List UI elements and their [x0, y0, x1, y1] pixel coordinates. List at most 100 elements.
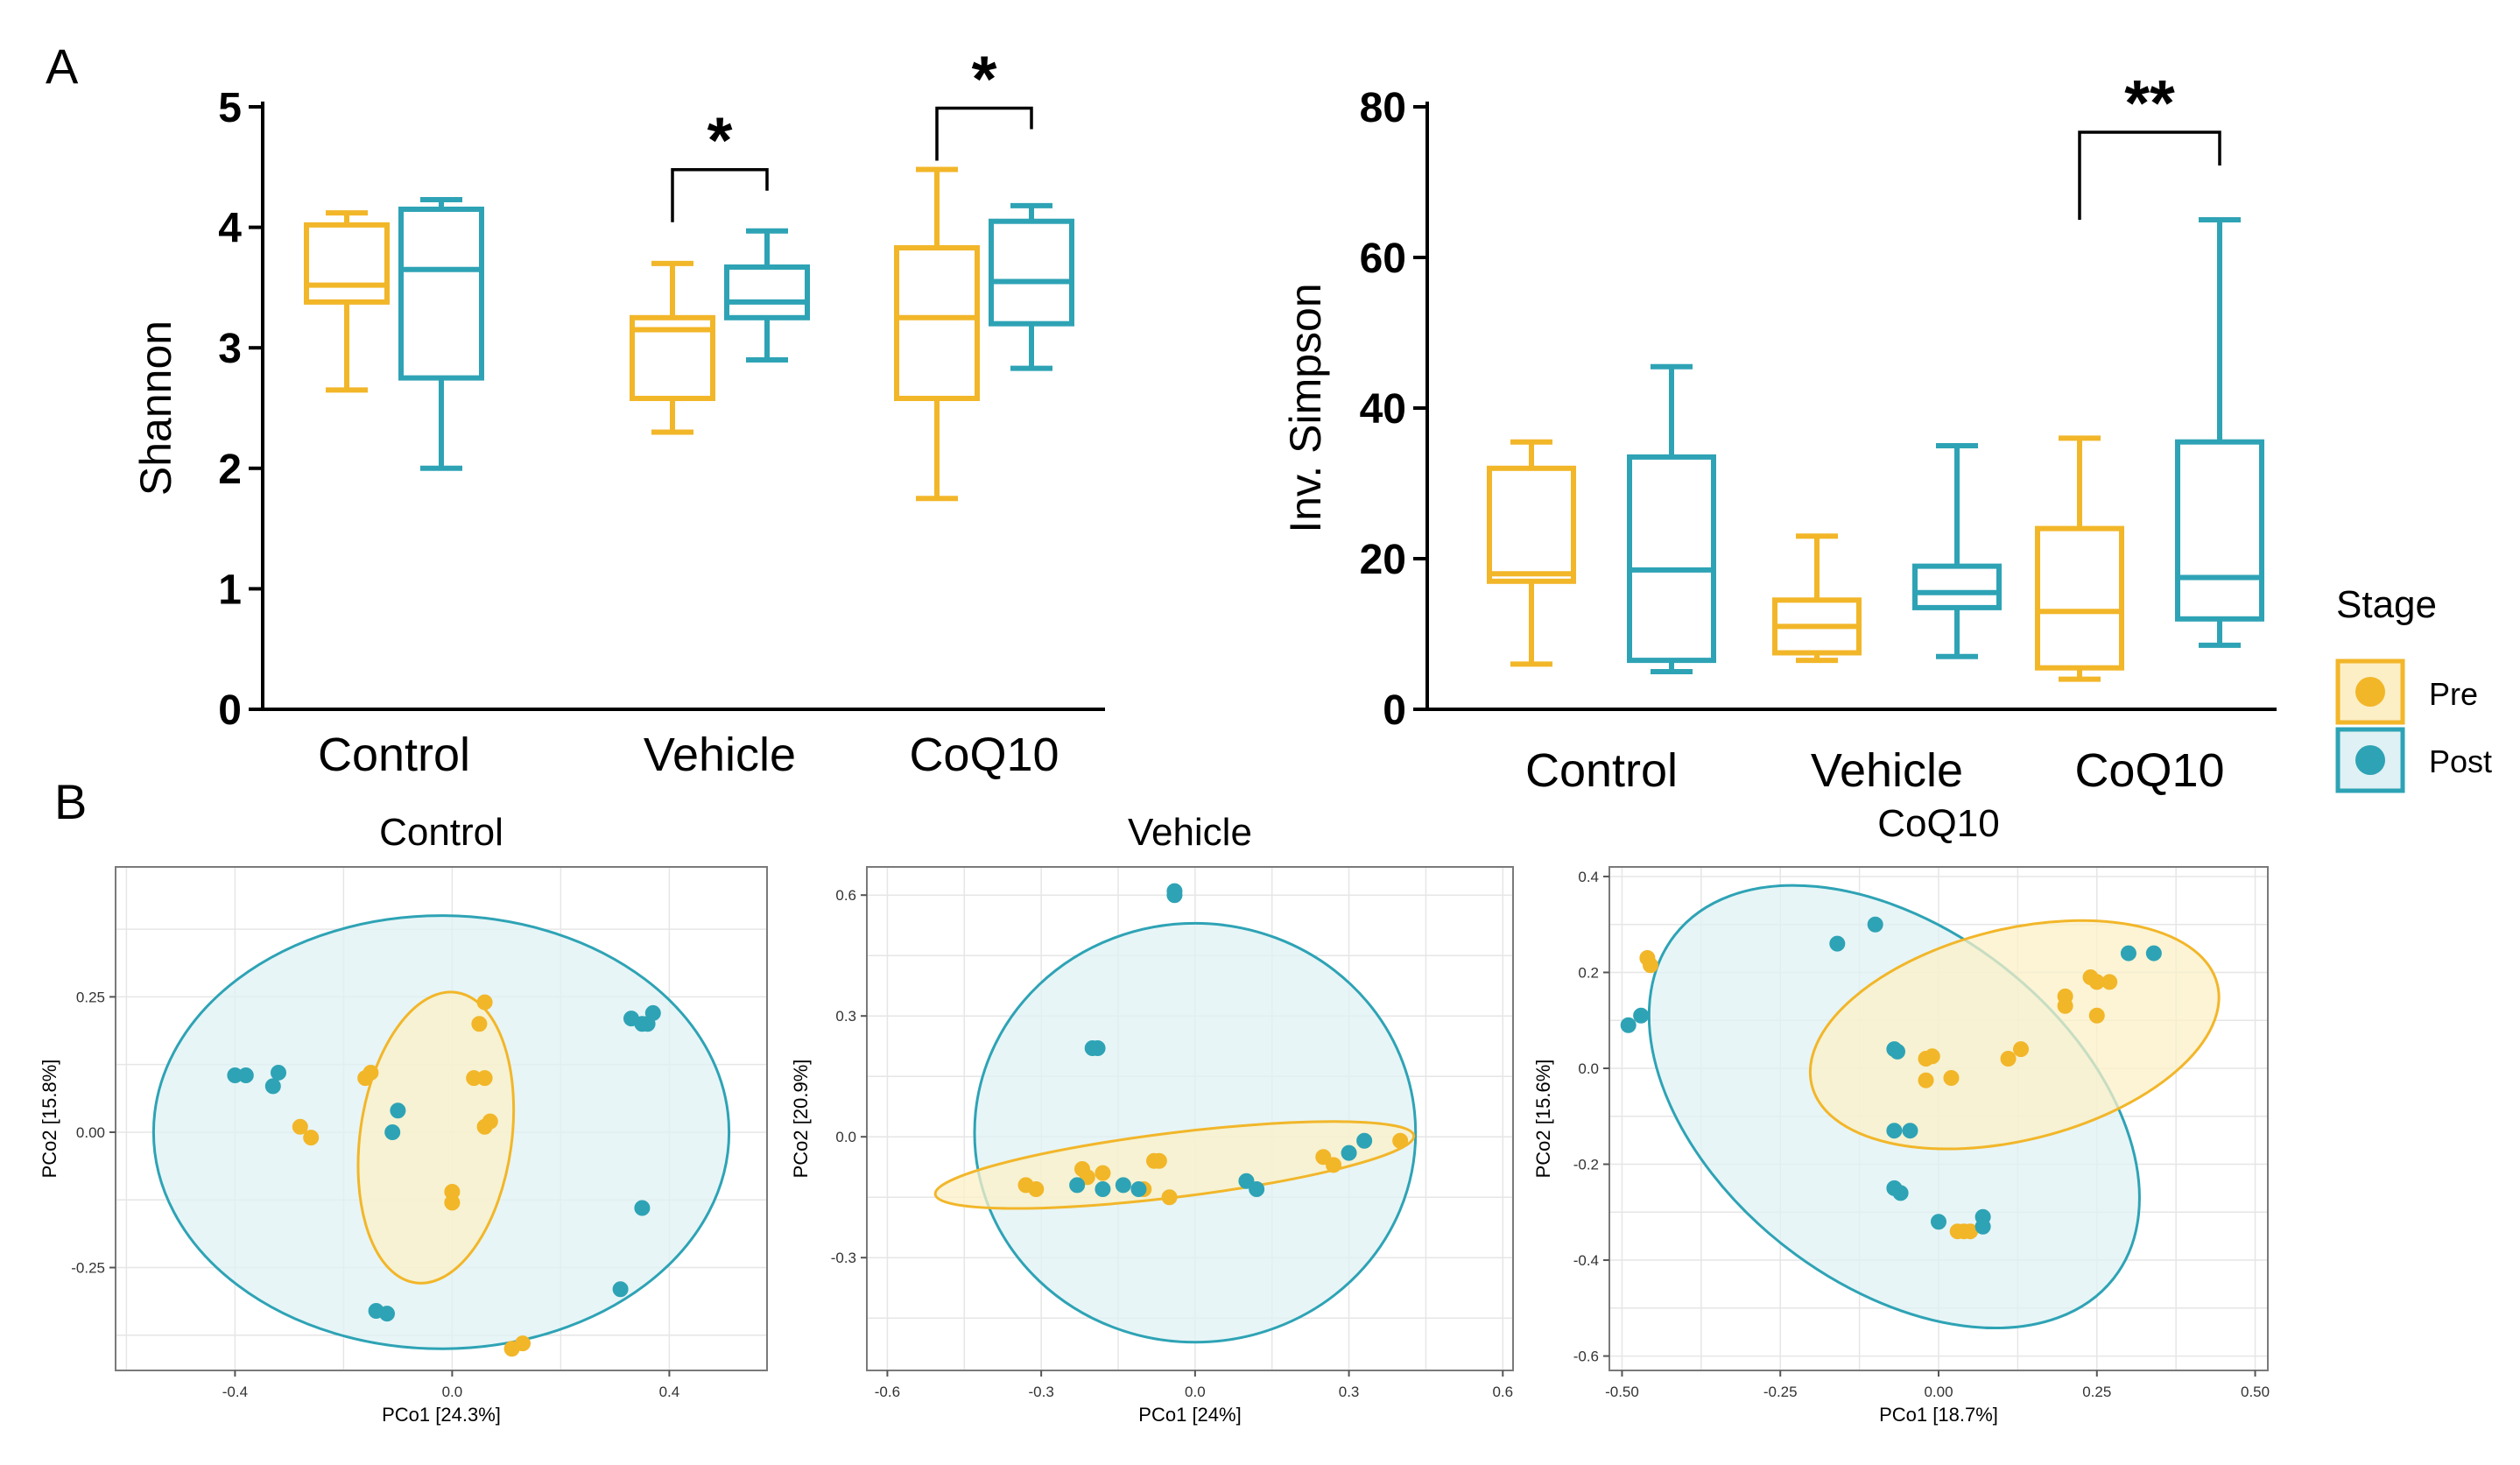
box-pre-control — [1487, 439, 1576, 667]
point-post — [1095, 1181, 1111, 1197]
point-post — [1886, 1123, 1903, 1139]
point-post — [1130, 1181, 1147, 1197]
point-post — [634, 1200, 651, 1216]
point-pre — [1028, 1181, 1045, 1197]
significance-label: ** — [2124, 67, 2175, 139]
invsimpson-boxplot: 0 20 40 60 80 Inv. Simpson Control Vehicle CoQ10… — [1281, 67, 2277, 797]
point-post — [1620, 1017, 1637, 1033]
box-post-control — [1627, 363, 1716, 674]
point-post — [612, 1281, 629, 1298]
shannon-boxplot: 0 1 2 3 4 5 Shannon Control Vehicle CoQ10 * * — [131, 43, 1105, 781]
y-tick-label: 0.25 — [76, 989, 105, 1005]
plot-content — [1620, 884, 2221, 1330]
point-pre — [303, 1130, 320, 1146]
y-tick-label: -0.4 — [1573, 1252, 1599, 1269]
y-tick-label: 40 — [1360, 386, 1406, 433]
box-post-coq10 — [989, 202, 1074, 371]
x-tick-label: -0.6 — [875, 1384, 900, 1400]
y-tick-label: 0.0 — [835, 1129, 856, 1145]
point-pre — [2088, 1007, 2105, 1024]
point-pre — [1392, 1132, 1409, 1149]
box-post-vehicle — [724, 228, 810, 363]
y-axis-title: PCo2 [15.8%] — [39, 1060, 60, 1179]
x-tick-label: 0.25 — [2082, 1384, 2111, 1400]
x-tick-label: 0.3 — [1339, 1384, 1360, 1400]
y-tick-label: 5 — [218, 85, 242, 131]
point-post — [384, 1123, 401, 1140]
legend-dot-post — [2355, 745, 2385, 775]
x-category-label: Vehicle — [644, 729, 796, 781]
panel-label-a: A — [46, 39, 79, 94]
y-tick-label: 0.0 — [1578, 1060, 1599, 1077]
point-post — [1867, 916, 1883, 933]
x-axis-title: PCo1 [18.7%] — [1879, 1404, 1998, 1426]
legend-dot-pre — [2355, 677, 2385, 707]
y-tick-label: -0.2 — [1573, 1157, 1599, 1173]
point-pre — [1943, 1069, 1960, 1086]
x-tick-label: 0.4 — [659, 1384, 680, 1400]
point-post — [2145, 945, 2162, 961]
x-tick-label: 0.6 — [1492, 1384, 1513, 1400]
point-post — [271, 1064, 286, 1081]
x-tick-label: -0.50 — [1605, 1384, 1639, 1400]
plot-title: Vehicle — [1128, 811, 1252, 854]
box-post-coq10 — [2175, 217, 2264, 648]
x-category-label: Control — [1525, 744, 1678, 797]
point-pre — [471, 1016, 488, 1032]
box-iqr — [398, 206, 484, 381]
point-post — [390, 1102, 406, 1119]
box-pre-coq10 — [2035, 435, 2124, 682]
point-post — [1902, 1123, 1918, 1139]
point-pre — [2057, 988, 2073, 1004]
box-post-control — [398, 196, 484, 471]
point-pre — [357, 1070, 374, 1087]
plot-title: CoQ10 — [1877, 802, 1999, 845]
point-post — [1890, 1043, 1905, 1060]
box-iqr — [1627, 454, 1716, 664]
x-tick-label: 0.50 — [2241, 1384, 2270, 1400]
point-pre — [476, 994, 493, 1011]
significance-label: * — [972, 43, 997, 116]
plot-title: Control — [379, 811, 503, 854]
box-iqr — [894, 244, 980, 401]
y-axis-title: PCo2 [20.9%] — [790, 1060, 812, 1179]
box-pre-control — [304, 210, 390, 393]
point-pre — [1161, 1189, 1178, 1206]
y-tick-label: -0.25 — [71, 1260, 105, 1277]
significance-bracket — [935, 106, 1033, 161]
box-post-vehicle — [1912, 443, 2002, 659]
y-tick-label: 0.3 — [835, 1008, 856, 1025]
x-tick-label: 0.00 — [1924, 1384, 1953, 1400]
point-post — [1633, 1007, 1650, 1024]
point-post — [1249, 1181, 1265, 1197]
significance-label: * — [707, 104, 733, 177]
y-tick-label: 2 — [218, 447, 242, 493]
point-post — [1166, 887, 1183, 904]
box-iqr — [989, 218, 1074, 327]
y-tick-label: 3 — [218, 326, 242, 372]
y-tick-label: 0 — [218, 687, 242, 734]
y-axis-title: PCo2 [15.6%] — [1532, 1060, 1554, 1179]
point-post — [1931, 1214, 1946, 1230]
x-tick-label: 0.0 — [442, 1384, 463, 1400]
point-post — [1356, 1132, 1373, 1149]
legend: Stage Pre Post — [2335, 583, 2492, 793]
x-category-label: Control — [318, 729, 470, 781]
point-pre — [476, 1070, 493, 1087]
point-post — [2120, 945, 2136, 961]
point-pre — [2000, 1051, 2017, 1067]
x-category-label: CoQ10 — [909, 729, 1059, 781]
point-pre — [1326, 1157, 1341, 1173]
point-pre — [1095, 1165, 1111, 1181]
panel-label-b: B — [54, 774, 87, 829]
y-axis-title: Inv. Simpson — [1281, 283, 1330, 532]
point-post — [639, 1016, 656, 1032]
x-axis-title: PCo1 [24%] — [1138, 1404, 1241, 1426]
x-tick-label: -0.3 — [1028, 1384, 1053, 1400]
plot-content — [151, 914, 731, 1357]
point-post — [237, 1067, 254, 1084]
x-category-label: CoQ10 — [2074, 744, 2224, 797]
point-pre — [503, 1341, 520, 1357]
ellipse-pre — [933, 1120, 1416, 1210]
